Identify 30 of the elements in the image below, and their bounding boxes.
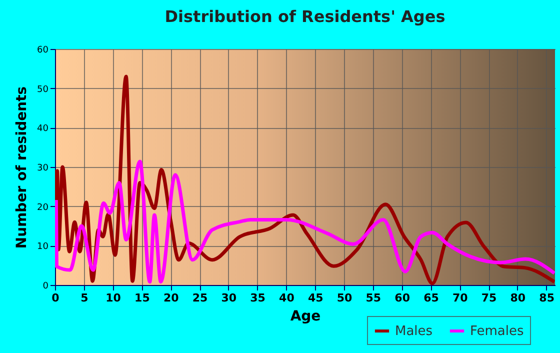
x-tick-label: 75 [481, 292, 497, 304]
x-tick-label: 30 [221, 292, 237, 304]
y-tick-label: 0 [42, 282, 49, 292]
x-tick-label: 65 [424, 292, 439, 304]
x-tick-label: 40 [279, 292, 295, 304]
y-tick-label: 20 [37, 202, 49, 213]
x-tick-label: 85 [539, 292, 554, 304]
legend-label: Females [470, 324, 524, 339]
x-tick-label: 25 [192, 292, 208, 304]
y-tick-label: 40 [37, 124, 49, 134]
x-tick-label: 55 [366, 292, 382, 304]
x-tick-label: 80 [510, 292, 526, 304]
x-tick-label: 10 [106, 292, 122, 304]
y-axis-title: Number of residents [14, 86, 30, 249]
y-tick-label: 30 [37, 164, 49, 174]
x-tick-label: 70 [452, 292, 468, 304]
x-tick-label: 45 [308, 292, 324, 304]
x-tick-label: 5 [80, 292, 88, 304]
legend-label: Males [395, 324, 433, 339]
chart-title: Distribution of Residents' Ages [164, 7, 446, 26]
x-tick-label: 15 [134, 292, 150, 304]
x-tick-label: 20 [163, 292, 180, 304]
y-tick-label: 60 [37, 46, 49, 56]
y-tick-label: 50 [37, 84, 49, 95]
x-axis-title: Age [290, 308, 321, 324]
x-tick-label: 0 [52, 292, 60, 304]
y-tick-label: 10 [37, 242, 49, 252]
x-tick-label: 35 [250, 292, 266, 304]
x-tick-label: 50 [336, 292, 353, 304]
x-tick-label: 60 [394, 292, 410, 304]
